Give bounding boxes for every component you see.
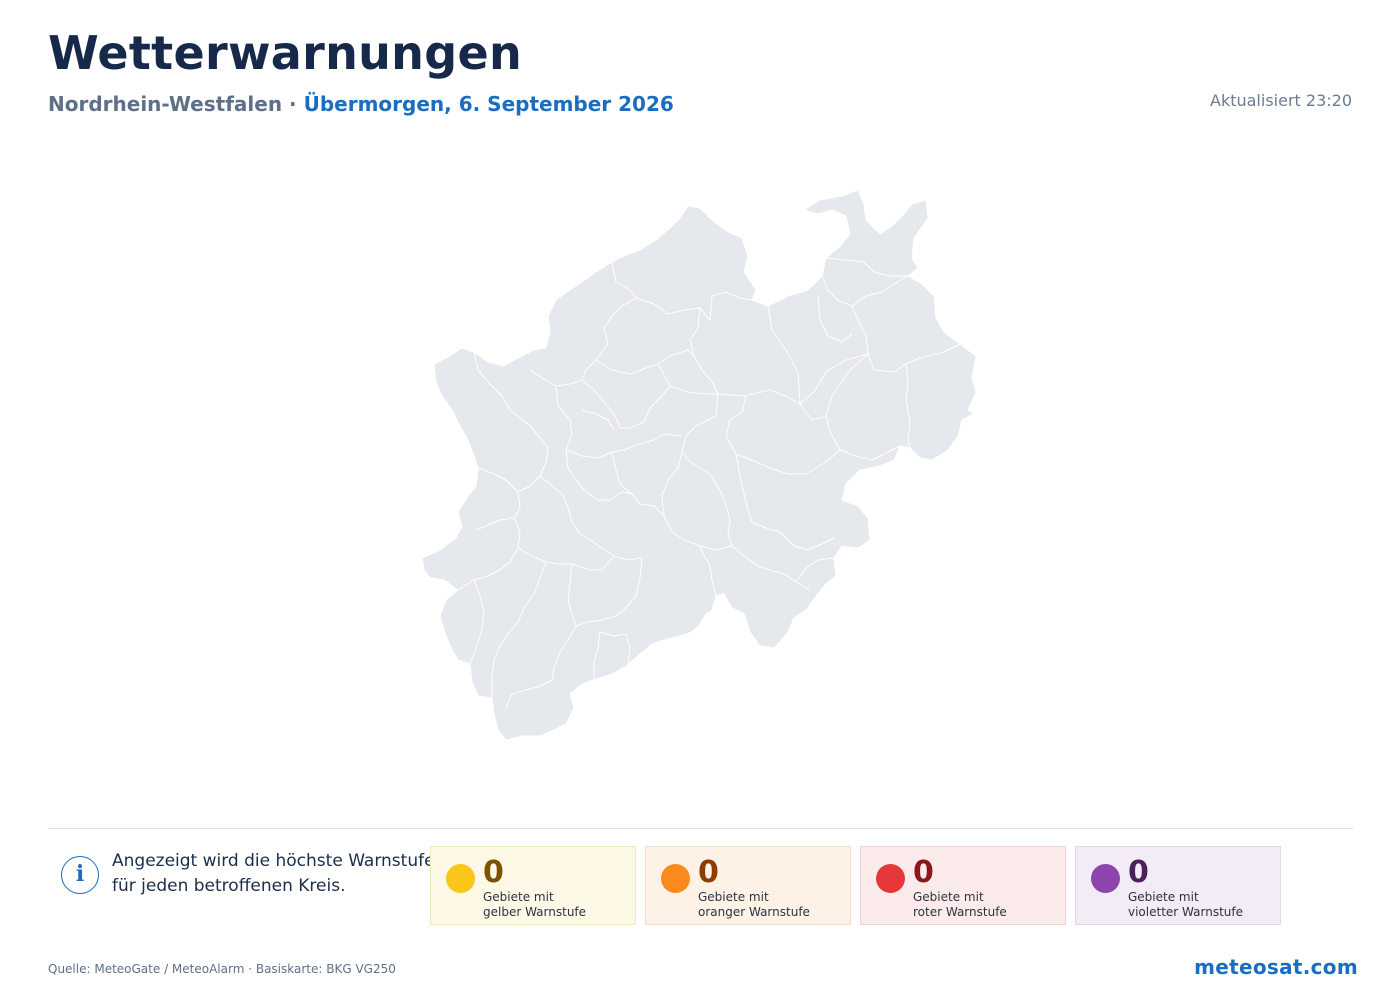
district-borders bbox=[457, 257, 961, 709]
page-title: Wetterwarnungen bbox=[48, 26, 523, 80]
summary-card-yellow: 0 Gebiete mit gelber Warnstufe bbox=[430, 846, 636, 925]
violet-label-line1: Gebiete mit bbox=[1128, 890, 1199, 904]
summary-card-red: 0 Gebiete mit roter Warnstufe bbox=[860, 846, 1066, 925]
nrw-state-shape[interactable] bbox=[421, 189, 977, 741]
yellow-label-line2: gelber Warnstufe bbox=[483, 905, 587, 919]
orange-label-line1: Gebiete mit bbox=[698, 890, 769, 904]
info-icon: i bbox=[61, 856, 99, 894]
page-subtitle: Nordrhein-Westfalen · Übermorgen, 6. Sep… bbox=[48, 92, 674, 116]
summary-card-violet: 0 Gebiete mit violetter Warnstufe bbox=[1075, 846, 1281, 925]
summary-card-orange: 0 Gebiete mit oranger Warnstufe bbox=[645, 846, 851, 925]
section-divider bbox=[48, 828, 1353, 829]
red-label-line1: Gebiete mit bbox=[913, 890, 984, 904]
orange-label: Gebiete mit oranger Warnstufe bbox=[698, 890, 810, 920]
subtitle-separator: · bbox=[282, 92, 304, 116]
red-label-line2: roter Warnstufe bbox=[913, 905, 1007, 919]
yellow-count: 0 bbox=[483, 855, 504, 890]
violet-warning-dot bbox=[1091, 864, 1120, 893]
nrw-map-svg bbox=[421, 189, 977, 741]
red-warning-dot bbox=[876, 864, 905, 893]
forecast-date: Übermorgen, 6. September 2026 bbox=[303, 92, 674, 116]
region-name: Nordrhein-Westfalen bbox=[48, 92, 283, 116]
updated-time: Aktualisiert 23:20 bbox=[1210, 91, 1352, 110]
violet-label: Gebiete mit violetter Warnstufe bbox=[1128, 890, 1243, 920]
orange-count: 0 bbox=[698, 855, 719, 890]
brand-link[interactable]: meteosat.com bbox=[1194, 955, 1358, 979]
yellow-warning-dot bbox=[446, 864, 475, 893]
red-count: 0 bbox=[913, 855, 934, 890]
yellow-label: Gebiete mit gelber Warnstufe bbox=[483, 890, 586, 920]
yellow-label-line1: Gebiete mit bbox=[483, 890, 554, 904]
source-attribution: Quelle: MeteoGate / MeteoAlarm · Basiska… bbox=[48, 962, 396, 976]
orange-label-line2: oranger Warnstufe bbox=[698, 905, 810, 919]
orange-warning-dot bbox=[661, 864, 690, 893]
warning-map[interactable] bbox=[400, 180, 1000, 750]
violet-count: 0 bbox=[1128, 855, 1149, 890]
info-text: Angezeigt wird die höchste Warnstufe für… bbox=[112, 851, 435, 896]
red-label: Gebiete mit roter Warnstufe bbox=[913, 890, 1007, 920]
violet-label-line2: violetter Warnstufe bbox=[1128, 905, 1243, 919]
